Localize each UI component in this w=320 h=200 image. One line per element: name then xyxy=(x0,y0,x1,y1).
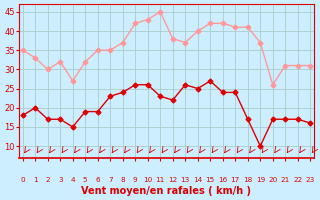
X-axis label: Vent moyen/en rafales ( km/h ): Vent moyen/en rafales ( km/h ) xyxy=(82,186,252,196)
